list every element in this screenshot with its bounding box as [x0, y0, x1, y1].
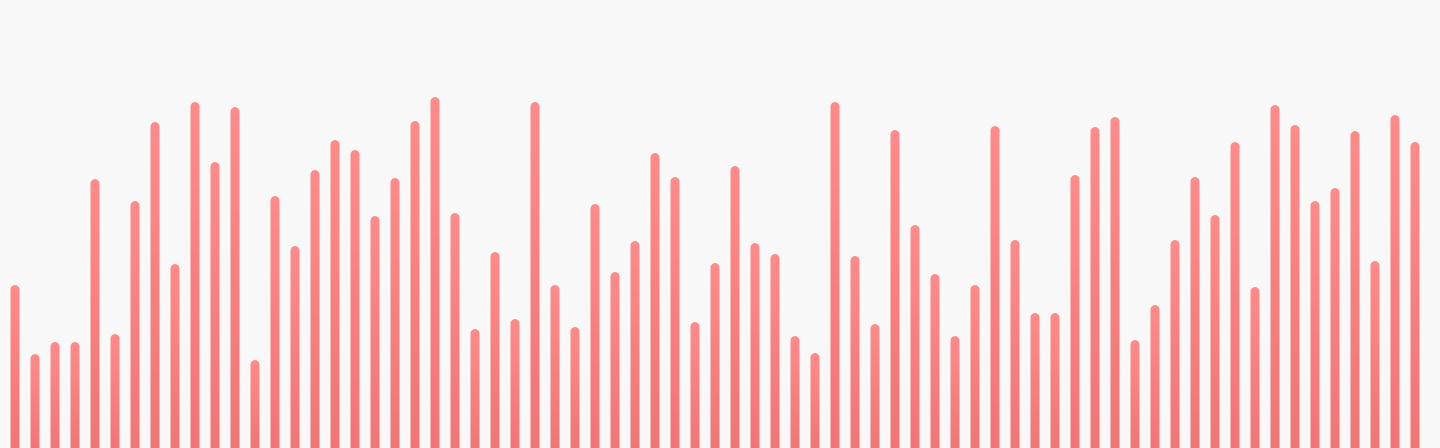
bar-41 — [810, 353, 820, 448]
bar-70 — [1390, 115, 1400, 448]
bar-51 — [1010, 240, 1020, 448]
bar-22 — [430, 97, 440, 448]
bar-43 — [850, 256, 860, 448]
bar-71 — [1410, 142, 1420, 448]
bar-67 — [1330, 188, 1340, 448]
bar-17 — [330, 140, 340, 448]
bar-45 — [890, 130, 900, 448]
bar-39 — [770, 254, 780, 448]
bar-68 — [1350, 131, 1360, 448]
bar-21 — [410, 121, 420, 448]
bar-19 — [370, 216, 380, 448]
bar-30 — [590, 204, 600, 448]
bar-26 — [510, 319, 520, 448]
bar-24 — [470, 329, 480, 448]
bar-36 — [710, 263, 720, 448]
bar-60 — [1190, 177, 1200, 448]
bar-13 — [250, 360, 260, 448]
bar-1 — [10, 285, 20, 448]
bar-8 — [150, 122, 160, 448]
bar-23 — [450, 213, 460, 448]
bar-46 — [910, 225, 920, 448]
bar-3 — [50, 342, 60, 448]
bar-12 — [230, 107, 240, 448]
bar-7 — [130, 201, 140, 448]
bar-63 — [1250, 287, 1260, 448]
bar-33 — [650, 153, 660, 448]
bar-14 — [270, 196, 280, 448]
bar-15 — [290, 246, 300, 448]
bar-44 — [870, 324, 880, 448]
bar-52 — [1030, 313, 1040, 448]
bar-54 — [1070, 175, 1080, 448]
bar-64 — [1270, 105, 1280, 448]
bar-34 — [670, 177, 680, 448]
bar-57 — [1130, 340, 1140, 448]
bar-59 — [1170, 240, 1180, 448]
bar-58 — [1150, 305, 1160, 448]
bar-56 — [1110, 117, 1120, 448]
bar-62 — [1230, 142, 1240, 448]
bar-61 — [1210, 215, 1220, 448]
bar-16 — [310, 170, 320, 448]
bar-18 — [350, 150, 360, 448]
bar-50 — [990, 126, 1000, 448]
bar-53 — [1050, 313, 1060, 448]
bar-20 — [390, 178, 400, 448]
bar-4 — [70, 342, 80, 448]
bar-27 — [530, 102, 540, 448]
bar-11 — [210, 162, 220, 448]
bar-55 — [1090, 127, 1100, 448]
bar-28 — [550, 285, 560, 448]
bar-29 — [570, 327, 580, 448]
bar-10 — [190, 102, 200, 448]
bar-38 — [750, 243, 760, 448]
bars-group — [10, 97, 1420, 448]
bar-35 — [690, 322, 700, 448]
bar-66 — [1310, 201, 1320, 448]
bar-32 — [630, 241, 640, 448]
bar-31 — [610, 272, 620, 448]
bar-5 — [90, 179, 100, 448]
bar-2 — [30, 354, 40, 448]
bar-65 — [1290, 125, 1300, 448]
bar-25 — [490, 252, 500, 448]
bar-40 — [790, 336, 800, 448]
bar-6 — [110, 334, 120, 448]
bar-69 — [1370, 261, 1380, 448]
bar-47 — [930, 274, 940, 448]
bar-9 — [170, 264, 180, 448]
bar-37 — [730, 166, 740, 448]
bar-48 — [950, 336, 960, 448]
bar-49 — [970, 285, 980, 448]
bar-42 — [830, 102, 840, 448]
